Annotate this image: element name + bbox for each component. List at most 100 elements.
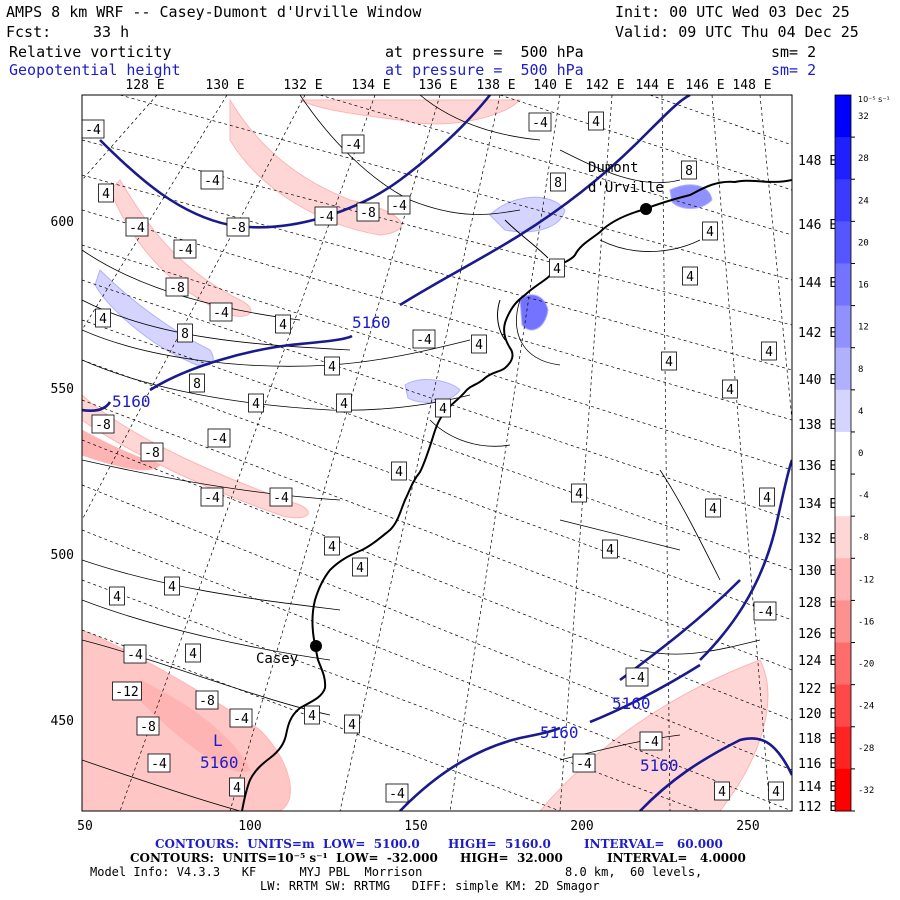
vorticity-label: 4	[682, 266, 698, 286]
vorticity-label: -4	[572, 753, 596, 773]
forecast-label: Fcst:	[6, 23, 52, 41]
height-label-5160: 5160	[112, 392, 151, 411]
vorticity-label: -4	[528, 112, 552, 132]
vorticity-label: 4	[164, 576, 180, 596]
low-center-marker: L	[213, 731, 223, 750]
vorticity-label: 8	[189, 373, 205, 393]
right-longitude-label: 146 E	[798, 218, 837, 233]
height-label-5160: 5160	[640, 756, 679, 775]
x-tick: 150	[404, 819, 427, 834]
vorticity-label: -8	[356, 202, 380, 222]
vorticity-label: 4	[435, 398, 451, 418]
vorticity-contours	[82, 95, 761, 811]
right-longitude-label: 118 E	[798, 732, 837, 747]
svg-text:4: 4	[328, 360, 336, 375]
vorticity-label: -8	[140, 442, 164, 462]
svg-text:-4: -4	[391, 199, 407, 214]
vorticity-label: 4	[324, 536, 340, 556]
svg-text:4: 4	[279, 318, 287, 333]
x-axis-ticks: 50 100 150 200 250	[77, 819, 760, 834]
svg-text:-8: -8	[95, 418, 111, 433]
svg-text:-4: -4	[177, 243, 193, 258]
vorticity-label: -4	[385, 783, 409, 803]
footer-height-contours: CONTOURS: UNITS=m LOW= 5100.0	[155, 837, 420, 851]
svg-text:-4: -4	[204, 174, 220, 189]
vorticity-label: 4	[185, 643, 201, 663]
vorticity-label: 4	[391, 461, 407, 481]
svg-text:8: 8	[193, 377, 201, 392]
right-longitude-label: 138 E	[798, 418, 837, 433]
svg-text:-4: -4	[532, 116, 548, 131]
vorticity-label: -4	[200, 487, 224, 507]
svg-text:-4: -4	[318, 210, 334, 225]
right-longitude-label: 128 E	[798, 596, 837, 611]
svg-text:-4: -4	[643, 735, 659, 750]
right-longitude-label: 120 E	[798, 707, 837, 722]
height-label-5160: 5160	[200, 753, 239, 772]
vorticity-label: 8	[681, 160, 697, 180]
vorticity-label: 4	[471, 334, 487, 354]
svg-text:-4: -4	[416, 333, 432, 348]
vorticity-label: 4	[705, 498, 721, 518]
svg-text:4: 4	[189, 647, 197, 662]
vorticity-negative-shading	[82, 98, 769, 811]
svg-text:4: 4	[395, 465, 403, 480]
top-longitude-label: 144 E	[635, 78, 674, 93]
right-longitude-labels: 148 E 146 E 144 E 142 E 140 E 138 E 136 E 134 E…	[798, 154, 837, 815]
svg-text:8: 8	[181, 327, 189, 342]
right-longitude-label: 116 E	[798, 757, 837, 772]
footer-vort-contours: CONTOURS: UNITS=10⁻⁵ s⁻¹ LOW= -32.000	[130, 851, 438, 865]
footer-vort-interval: INTERVAL= 4.0000	[607, 851, 746, 865]
svg-text:8: 8	[685, 164, 693, 179]
field1-name: Relative vorticity	[9, 43, 172, 61]
x-tick: 100	[238, 819, 261, 834]
field1-smoothing: sm= 2	[771, 43, 817, 61]
top-longitude-label: 128 E	[125, 78, 164, 93]
x-tick: 50	[77, 819, 93, 834]
svg-text:4: 4	[592, 115, 600, 130]
top-longitude-label: 142 E	[585, 78, 624, 93]
svg-text:4: 4	[575, 487, 583, 502]
vorticity-label: 4	[702, 221, 718, 241]
dumont-label-line1: Dumont	[588, 160, 639, 176]
vorticity-label: -4	[200, 170, 224, 190]
vorticity-label: -4	[229, 708, 253, 728]
svg-text:-4: -4	[389, 787, 405, 802]
svg-text:-8: -8	[230, 221, 246, 236]
coastline	[241, 179, 792, 811]
field2-smoothing: sm= 2	[771, 61, 817, 79]
right-longitude-label: 148 E	[798, 154, 837, 169]
svg-text:-8: -8	[140, 720, 156, 735]
vorticity-label: 4	[336, 393, 352, 413]
height-label-5160: 5160	[612, 694, 651, 713]
footer-physics: LW: RRTM SW: RRTMG DIFF: simple KM: 2D S…	[260, 879, 600, 893]
top-longitude-label: 136 E	[418, 78, 457, 93]
right-longitude-label: 124 E	[798, 654, 837, 669]
svg-text:4: 4	[706, 225, 714, 240]
svg-text:-4: -4	[129, 221, 145, 236]
vorticity-label: -4	[387, 195, 411, 215]
vorticity-label: -4	[123, 644, 147, 664]
y-tick: 600	[51, 215, 74, 230]
right-longitude-label: 136 E	[798, 459, 837, 474]
place-labels: Casey Dumont d'Urville	[256, 160, 664, 667]
svg-text:-4: -4	[213, 306, 229, 321]
svg-text:-4: -4	[345, 138, 361, 153]
svg-text:4: 4	[439, 402, 447, 417]
vorticity-label: -8	[91, 414, 115, 434]
svg-text:-4: -4	[204, 491, 220, 506]
vorticity-label: 8	[177, 323, 193, 343]
vorticity-label: 4	[588, 111, 604, 131]
vorticity-label: 8	[550, 172, 566, 192]
top-longitude-label: 140 E	[533, 78, 572, 93]
vorticity-label: -4	[125, 217, 149, 237]
dumont-station-dot	[640, 203, 652, 215]
forecast-hours: 33 h	[93, 23, 130, 41]
vorticity-label: 4	[571, 483, 587, 503]
svg-text:-4: -4	[85, 123, 101, 138]
top-longitude-label: 148 E	[732, 78, 771, 93]
vorticity-label: 4	[109, 586, 125, 606]
vorticity-label: -4	[207, 428, 231, 448]
vorticity-label: 4	[324, 356, 340, 376]
